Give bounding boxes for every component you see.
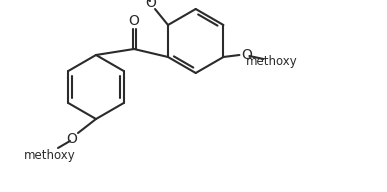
Text: O: O [67,132,77,146]
Text: O: O [146,0,156,10]
Text: methoxy: methoxy [24,150,76,162]
Text: O: O [241,48,252,62]
Text: O: O [128,14,139,28]
Text: methoxy: methoxy [245,55,297,68]
